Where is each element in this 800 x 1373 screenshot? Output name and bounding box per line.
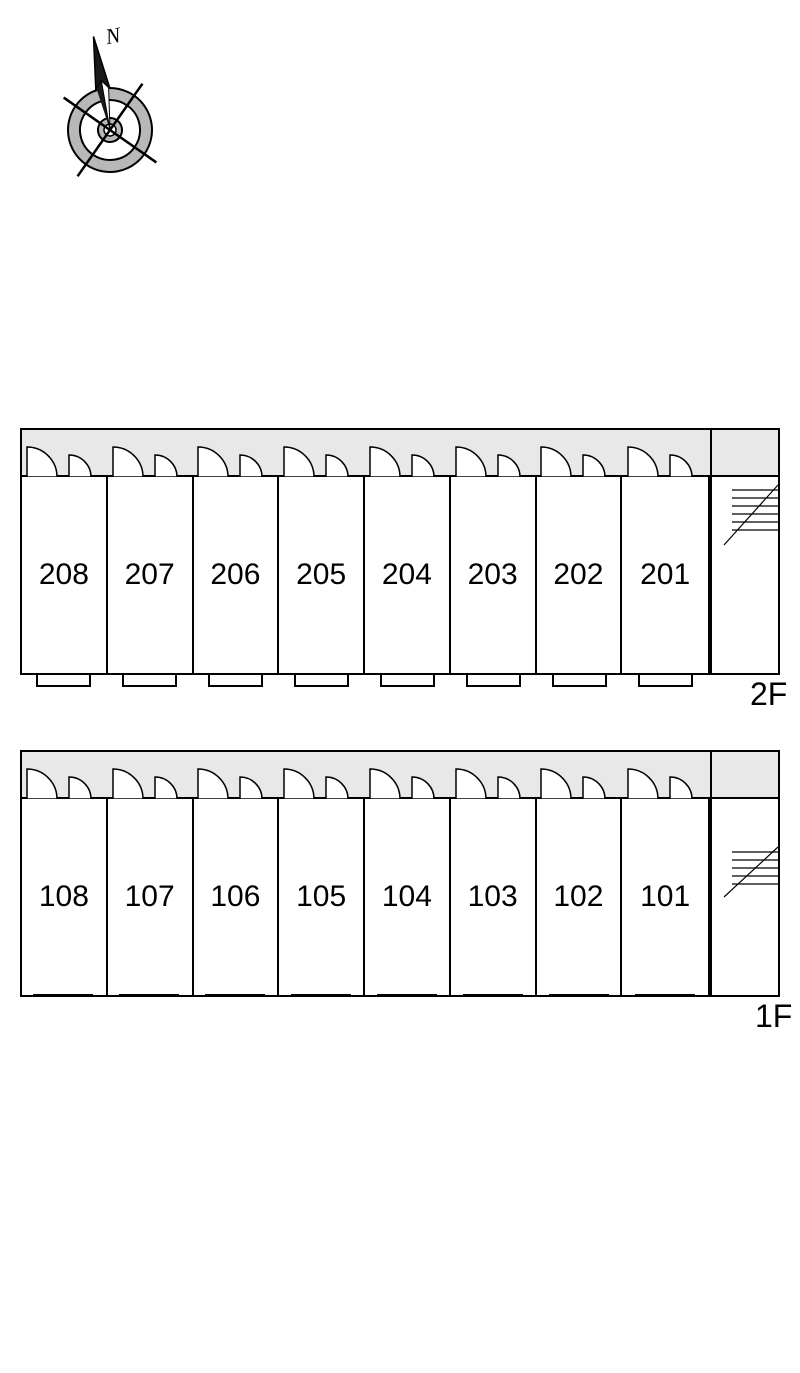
door-swings: [535, 433, 621, 477]
room-label: 105: [296, 880, 346, 914]
room-label: 206: [210, 558, 260, 592]
room-label: 106: [210, 880, 260, 914]
stair-2f: [710, 428, 780, 675]
door-swings: [535, 755, 621, 799]
room-108: 108: [22, 799, 108, 995]
floor-1-plan: 108 107 106 105 104 103: [20, 750, 780, 1030]
room-104: 104: [365, 799, 451, 995]
room-101: 101: [622, 799, 708, 995]
door-swings: [21, 433, 107, 477]
compass: N: [40, 20, 180, 205]
room-201: 201: [622, 477, 708, 673]
room-label: 103: [468, 880, 518, 914]
floor-label-1f: 1F: [755, 998, 785, 1035]
room-label: 104: [382, 880, 432, 914]
room-203: 203: [451, 477, 537, 673]
room-label: 107: [125, 880, 175, 914]
room-label: 205: [296, 558, 346, 592]
floor-label-2f: 2F: [750, 676, 785, 713]
balcony-row-2f: [20, 675, 710, 695]
door-swings: [450, 755, 536, 799]
room-label: 101: [640, 880, 690, 914]
room-205: 205: [279, 477, 365, 673]
room-207: 207: [108, 477, 194, 673]
stair-icon: [712, 430, 782, 677]
room-label: 201: [640, 558, 690, 592]
room-208: 208: [22, 477, 108, 673]
rooms-row-2f: 208 207 206 205 204 203: [20, 475, 710, 675]
door-swings: [364, 755, 450, 799]
door-swings: [192, 433, 278, 477]
room-label: 202: [553, 558, 603, 592]
room-202: 202: [537, 477, 623, 673]
door-swings: [450, 433, 536, 477]
room-label: 102: [553, 880, 603, 914]
room-206: 206: [194, 477, 280, 673]
door-swings: [622, 755, 708, 799]
room-label: 108: [39, 880, 89, 914]
room-105: 105: [279, 799, 365, 995]
stair-1f: [710, 750, 780, 997]
stair-icon: [712, 752, 782, 999]
door-swings: [364, 433, 450, 477]
room-label: 208: [39, 558, 89, 592]
room-103: 103: [451, 799, 537, 995]
room-107: 107: [108, 799, 194, 995]
door-swings: [278, 755, 364, 799]
room-204: 204: [365, 477, 451, 673]
room-106: 106: [194, 799, 280, 995]
door-swings: [21, 755, 107, 799]
window-sill-row-1f: [20, 994, 710, 998]
door-swings: [278, 433, 364, 477]
door-swings: [192, 755, 278, 799]
door-swings: [622, 433, 708, 477]
door-swings: [107, 433, 193, 477]
room-label: 207: [125, 558, 175, 592]
floor-2-plan: 208 207 206 205 204 203: [20, 428, 780, 708]
compass-n-label: N: [103, 22, 124, 50]
room-label: 203: [468, 558, 518, 592]
rooms-row-1f: 108 107 106 105 104 103: [20, 797, 710, 997]
room-label: 204: [382, 558, 432, 592]
door-swings: [107, 755, 193, 799]
room-102: 102: [537, 799, 623, 995]
